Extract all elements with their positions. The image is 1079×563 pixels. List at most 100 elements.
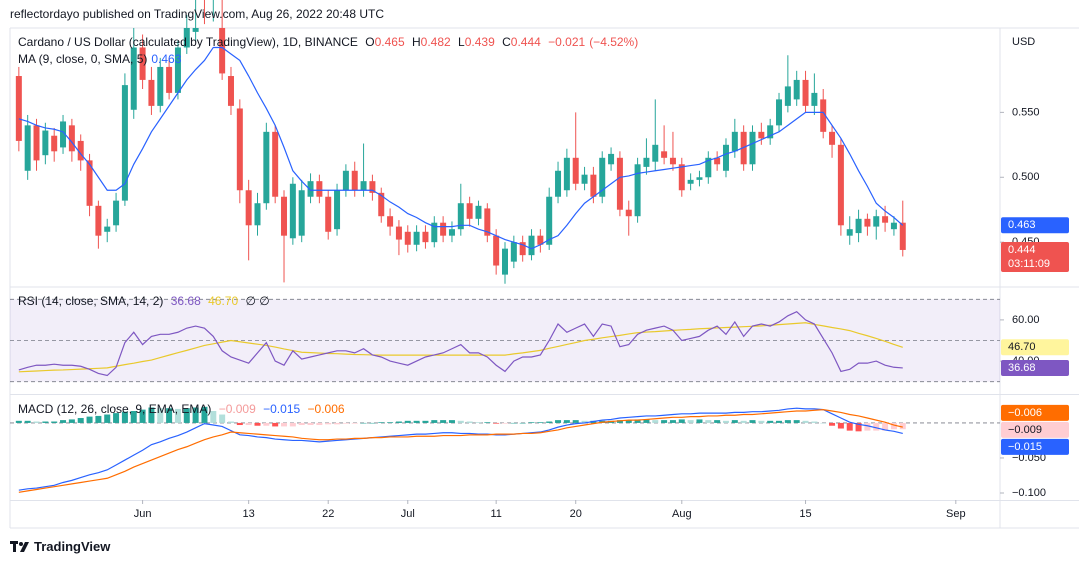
hist-bar [210, 411, 217, 423]
price-label-text: 46.70 [1008, 341, 1036, 353]
hist-bar [192, 407, 199, 423]
hist-bar [563, 420, 570, 423]
candle-body [731, 131, 738, 152]
ohlc-value: 0.444 [510, 35, 541, 49]
hist-bar [395, 421, 402, 423]
candle-body [590, 174, 597, 197]
candle-body [722, 144, 729, 171]
signal-value: −0.006 [307, 402, 345, 416]
candle-body [714, 157, 721, 165]
candle-body [793, 79, 800, 100]
hist-bar [60, 420, 67, 423]
hist-bar [899, 422, 906, 430]
candle-body [829, 131, 836, 145]
hist-bar [404, 420, 411, 423]
hist-bar [95, 415, 102, 423]
candle-body [625, 209, 632, 217]
candle-body [652, 144, 659, 162]
candle-body [864, 218, 871, 227]
candle-body [263, 131, 270, 204]
hist-bar [369, 422, 376, 424]
candle-body [298, 190, 305, 236]
candle-body [510, 242, 517, 262]
candle-body [42, 130, 49, 156]
price-label-text: −0.015 [1008, 441, 1042, 453]
ma-value: 0.463 [151, 52, 182, 66]
hist-bar [77, 418, 84, 423]
candle-body [696, 177, 703, 180]
hist-bar [661, 420, 668, 423]
candle-body [387, 216, 394, 227]
hist-bar [457, 420, 464, 423]
price-label-box [1001, 359, 1069, 376]
line [18, 46, 904, 250]
candle-body [404, 231, 411, 245]
macd-title: MACD (12, 26, close, 9, EMA, EMA) [18, 402, 212, 416]
x-tick-label: 11 [490, 508, 501, 520]
candle-body [378, 192, 385, 217]
y-tick-label: 0.500 [1012, 171, 1040, 183]
hist-bar [351, 422, 358, 424]
candle-body [767, 125, 774, 139]
ohlc-letter: H [411, 35, 421, 49]
candle-body [360, 181, 367, 191]
hist-bar [289, 422, 296, 427]
candle-body [130, 47, 137, 110]
hist-bar [42, 421, 49, 423]
candle-body [882, 216, 889, 223]
candle-body [157, 66, 164, 106]
candle-body [802, 79, 809, 106]
candle-body [95, 205, 102, 236]
hist-bar [634, 419, 641, 423]
hist-bar [802, 420, 809, 423]
hist-bar [183, 408, 190, 423]
hist-bar [174, 408, 181, 423]
hist-bar [829, 422, 836, 426]
hist-bar [413, 420, 420, 423]
hist-bar [157, 408, 164, 423]
candle-body [307, 181, 314, 197]
hist-bar [678, 419, 685, 423]
price-label-text: −0.009 [1008, 424, 1042, 436]
candle-body [687, 179, 694, 184]
price-label-box [1001, 217, 1069, 234]
candle-body [811, 92, 818, 106]
hist-bar [33, 421, 40, 423]
candle-body [316, 181, 323, 197]
x-tick-label: Jul [401, 508, 415, 520]
hist-bar [882, 422, 889, 431]
candle-body [33, 125, 40, 161]
candle-body [537, 235, 544, 245]
y-tick-label: −0.100 [1012, 487, 1046, 499]
candle-body [121, 85, 128, 201]
macd-value: −0.015 [263, 402, 301, 416]
hist-bar [740, 420, 747, 423]
macd-legend: MACD (12, 26, close, 9, EMA, EMA) −0.009… [18, 402, 349, 416]
price-label-text: 36.68 [1008, 362, 1036, 374]
hist-bar [537, 422, 544, 423]
candle-body [546, 196, 553, 245]
candle-body [51, 135, 58, 152]
candle-body [289, 183, 296, 239]
candle-body [183, 28, 190, 48]
hist-bar [51, 421, 58, 423]
candle-body [846, 229, 853, 236]
brand-logo [10, 540, 29, 552]
candle-body [113, 200, 120, 226]
candle-body [466, 203, 473, 219]
x-tick-label: Jun [134, 508, 152, 520]
byline: reflectordayo published on TradingView.c… [10, 7, 385, 21]
candle-body [148, 79, 155, 106]
price-label-box [1001, 339, 1069, 356]
hist-bar [316, 422, 323, 426]
candle-body [669, 157, 676, 165]
candle-body [502, 248, 508, 275]
ma-name: MA (9, close, 0, SMA, 5) [18, 52, 148, 66]
hist-bar [272, 422, 279, 427]
candle-body [555, 170, 562, 197]
hist-bar [148, 407, 155, 423]
candle-body [104, 226, 111, 232]
